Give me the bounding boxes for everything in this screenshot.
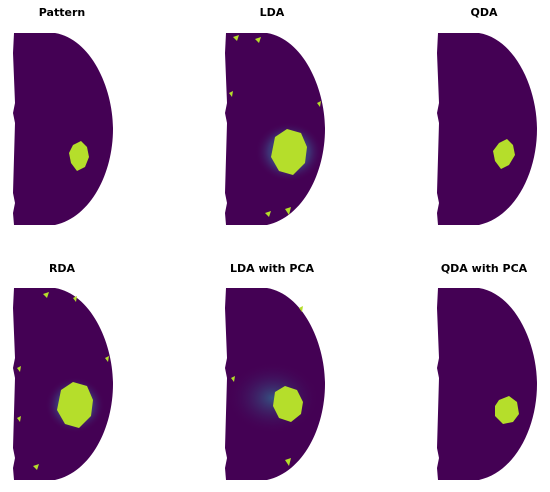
panel-title: Pattern xyxy=(39,6,85,19)
panel-title: QDA xyxy=(471,6,498,19)
panel-title: LDA with PCA xyxy=(230,262,314,275)
mesh-panel xyxy=(13,33,113,225)
panel-title: RDA xyxy=(49,262,76,275)
panel-title: LDA xyxy=(260,6,285,19)
mesh-panel xyxy=(225,288,325,480)
mesh-panel xyxy=(225,33,325,225)
mesh-panel xyxy=(437,288,537,480)
mesh-panel xyxy=(13,288,113,480)
mesh-panel xyxy=(437,33,537,225)
panel-title: QDA with PCA xyxy=(441,262,528,275)
